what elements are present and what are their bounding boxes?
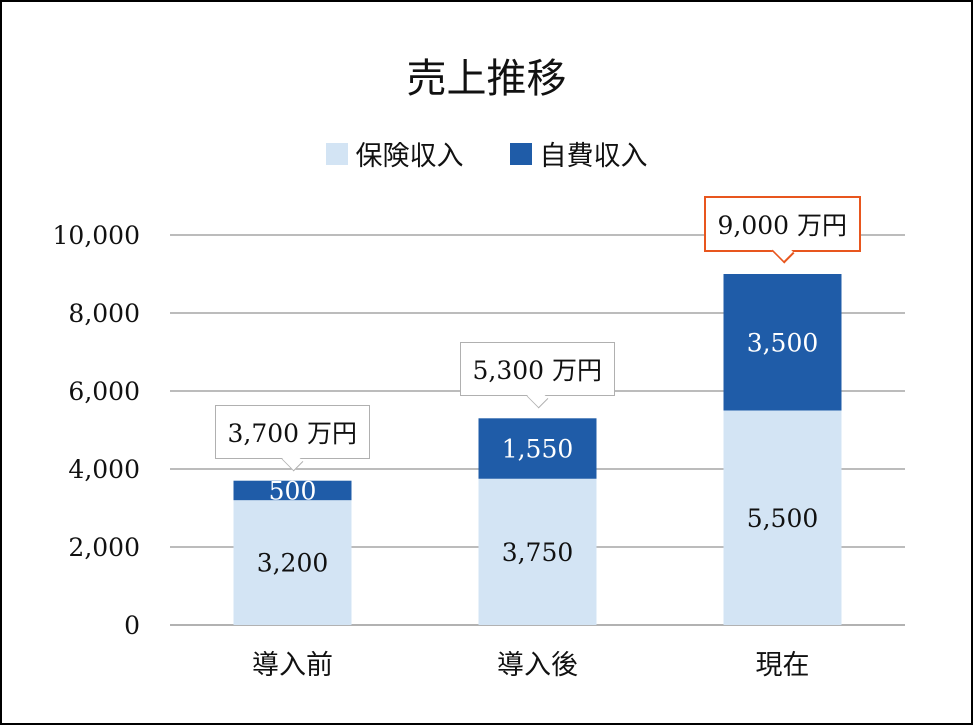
total-label: 5,300 万円 [472, 356, 603, 386]
chart-title: 売上推移 [406, 56, 567, 102]
bar-insurance [233, 500, 352, 625]
bar-self-pay [723, 274, 842, 411]
legend-label-insurance: 保険収入 [355, 141, 464, 172]
bar-value-label: 500 [269, 476, 317, 505]
bar-self-pay [478, 418, 597, 479]
total-callout: 3,700 万円 [214, 404, 371, 472]
total-callout: 9,000 万円 [703, 196, 862, 264]
y-tick-label: 2,000 [68, 533, 140, 562]
y-tick-label: 10,000 [53, 221, 140, 250]
y-tick-label: 8,000 [68, 299, 140, 328]
x-tick-label: 導入後 [497, 650, 578, 681]
legend: 保険収入 自費収入 [2, 134, 971, 173]
legend-label-self-pay: 自費収入 [539, 141, 648, 172]
legend-item-insurance: 保険収入 [325, 134, 464, 173]
bar-value-label: 3,750 [502, 538, 574, 567]
bar-insurance [478, 478, 597, 625]
x-tick-label: 導入前 [252, 650, 333, 681]
y-tick-label: 0 [124, 611, 140, 640]
legend-item-self-pay: 自費収入 [509, 134, 648, 173]
bar-value-label: 1,550 [502, 435, 574, 464]
bar-value-label: 5,500 [747, 504, 819, 533]
bar-value-label: 3,500 [747, 328, 819, 357]
total-callout: 5,300 万円 [459, 342, 616, 409]
y-tick-label: 4,000 [68, 455, 140, 484]
bar-value-label: 3,200 [257, 549, 329, 578]
total-label: 3,700 万円 [227, 418, 358, 448]
x-tick-label: 現在 [756, 650, 810, 681]
bar-insurance [723, 410, 842, 625]
total-label: 9,000 万円 [717, 211, 848, 240]
y-tick-label: 6,000 [68, 377, 140, 406]
bar-self-pay [233, 480, 352, 501]
legend-swatch-insurance [325, 142, 348, 165]
legend-swatch-self-pay [509, 142, 532, 165]
